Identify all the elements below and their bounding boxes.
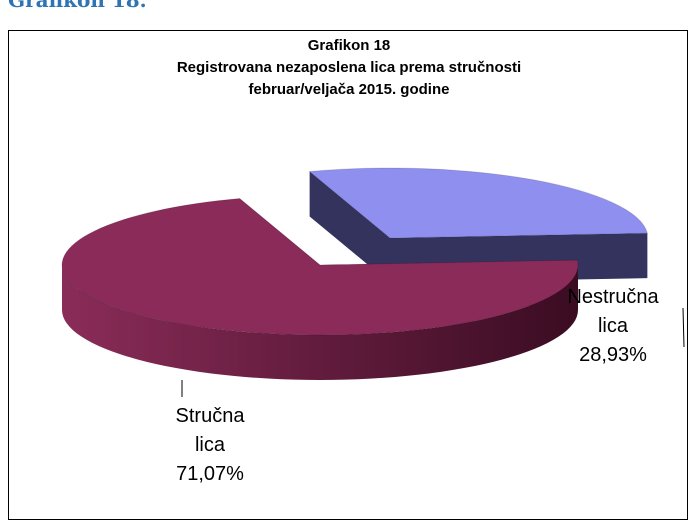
value-label: 28,93% (579, 344, 647, 366)
chart-title: februar/veljača 2015. godine (249, 81, 450, 98)
slice-label: Stručna lica 71,07% (150, 402, 270, 489)
page: {"heading": "Grafikon 18.", "chart_data"… (8, 0, 688, 520)
value-label: 71,07% (176, 463, 244, 485)
slice-wall (62, 265, 578, 380)
category-label: Nestručna lica (567, 286, 659, 337)
slice (308, 167, 649, 239)
slice-label: Nestručna lica 28,93% (548, 283, 678, 370)
heading: Grafikon 18. (8, 0, 147, 12)
chart-title: Registrovana nezaposlena lica prema stru… (177, 59, 521, 76)
slice-side (309, 171, 390, 283)
chart-title: Grafikon 18 (308, 37, 391, 54)
category-label: Stručna lica (175, 405, 245, 456)
slice (61, 197, 579, 336)
chart: Grafikon 18 Registrovana nezaposlena lic… (61, 37, 685, 397)
leader-line (682, 307, 685, 348)
